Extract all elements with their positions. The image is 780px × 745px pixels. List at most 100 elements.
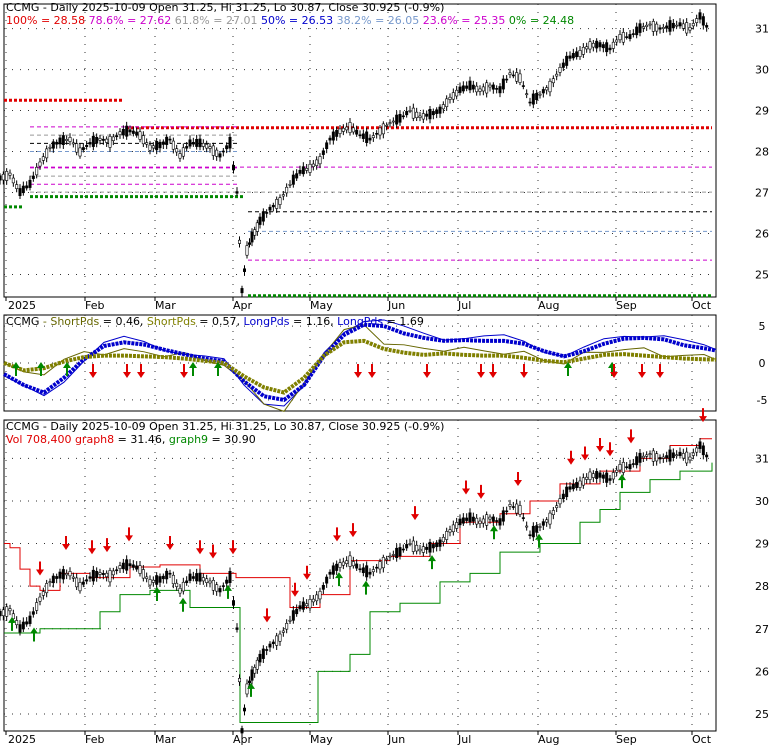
stops-candle-body [625, 466, 629, 469]
price-candle-body [371, 135, 375, 138]
price-candle-body [405, 111, 409, 116]
stops-candle-body [125, 559, 129, 571]
stops-candle-body [258, 653, 262, 663]
stops-down-arrow [209, 544, 217, 559]
price-candle-body [428, 108, 432, 120]
price-candle-body [521, 85, 525, 87]
stops-down-arrow [291, 582, 299, 597]
price-candle-body [385, 125, 389, 127]
stops-candle-body [245, 683, 249, 695]
price-candle-body [688, 27, 692, 31]
stops-candle-body [408, 543, 412, 545]
stops-candle-body [1, 609, 5, 617]
stops-candle-body [225, 579, 229, 584]
price-candle-body [95, 136, 99, 144]
stops-candle-body [431, 544, 435, 549]
stops-candle-body [308, 599, 312, 609]
price-candle-body [651, 21, 655, 32]
stops-candle-body [158, 576, 162, 583]
stops-up-arrow [618, 474, 626, 489]
stops-candle-body [531, 525, 535, 538]
price-candle-body [465, 85, 469, 89]
stops-candle-body [115, 569, 119, 572]
stops-candle-body [35, 602, 39, 611]
stops-candle-body [395, 547, 399, 559]
price-candle-body [345, 126, 349, 131]
stops-up-arrow [179, 597, 187, 612]
price-candle-body [488, 84, 492, 88]
price-candle-body [531, 93, 535, 105]
stops-candle-body [195, 573, 199, 582]
stops-down-arrow [196, 540, 204, 555]
stops-ytick-labels: 25 26 27 28 29 30 31 [755, 452, 769, 721]
stops-ytick-label: 26 [755, 665, 769, 678]
price-candle-body [471, 84, 475, 90]
stops-candle-body [215, 584, 219, 592]
oscillator-ytick-label: 5 [759, 320, 766, 333]
stops-xtick-label: 2025 [8, 733, 36, 745]
stops-candle-body [221, 585, 225, 587]
stops-candle-body [165, 570, 169, 580]
stops-candle-body [581, 477, 585, 486]
stops-candle-body [378, 561, 382, 570]
stops-up-arrow [535, 533, 543, 548]
stops-candle-body [561, 493, 565, 500]
stops-candle-body [575, 482, 579, 488]
stops-candle-body [298, 605, 302, 610]
price-candle-body [505, 78, 509, 81]
stops-ytick-label: 29 [755, 538, 769, 551]
price-candle-body [5, 171, 9, 181]
price-candle-body [551, 78, 555, 84]
price-candle-body [165, 136, 169, 145]
stops-candle-body [371, 569, 375, 573]
stops-candle-body [461, 517, 465, 524]
stops-candle-body [495, 520, 499, 522]
stops-xtick-label: May [310, 733, 333, 745]
oscillator-down-arrow [610, 364, 618, 378]
price-candle-body [681, 23, 685, 29]
price-candle-body [591, 42, 595, 48]
stops-title-detail: - Daily 2025-10-09 Open 31.25, Hi 31.25,… [39, 420, 444, 433]
oscillator-down-arrow [354, 364, 362, 378]
stops-candle-body [598, 472, 602, 478]
shortpds-line [3, 338, 717, 395]
price-candle-body [641, 26, 645, 29]
longpds-fast-line [3, 319, 717, 407]
oscillator-down-arrow [520, 364, 528, 378]
osc-value-1: = 0.46, [99, 315, 143, 328]
stops-candle-body [331, 565, 335, 575]
stops-up-arrow [335, 572, 343, 587]
stops-candle-body [232, 600, 236, 606]
stops-candle-body [475, 517, 479, 525]
stops-candle-body [185, 580, 189, 584]
price-candle-body [181, 147, 185, 157]
price-candle-body [485, 82, 489, 94]
stops-up-arrow [428, 555, 436, 570]
stops-candle-body [608, 478, 612, 481]
stops-candle-body [368, 571, 372, 575]
price-chart-title: CCMG - Daily 2025-10-09 Open 31.25, Hi 3… [6, 1, 444, 14]
stops-candle-body [191, 576, 195, 579]
price-candle-body [291, 174, 295, 185]
price-candle-body [178, 153, 182, 159]
price-candle-body [25, 185, 29, 189]
price-candle-body [225, 145, 229, 150]
stops-candle-body [88, 576, 92, 579]
price-candle-body [305, 168, 309, 171]
price-candle-body [125, 125, 129, 137]
price-candle-body [648, 23, 652, 26]
price-candle-body [391, 120, 395, 123]
price-candle-body [615, 39, 619, 43]
price-candle-body [68, 137, 72, 142]
graph9-line [4, 462, 713, 723]
price-candle-body [141, 135, 145, 145]
price-candle-body [511, 74, 515, 77]
price-candle-body [328, 137, 332, 141]
stops-candle-body [235, 627, 239, 630]
price-candle-body [115, 135, 119, 138]
price-candle-body [348, 122, 352, 133]
stops-candle-body [171, 574, 175, 585]
fib-label-618: 61.8% = 27.01 [171, 14, 257, 27]
price-candle-body [395, 114, 399, 125]
stops-candle-body [198, 572, 202, 582]
